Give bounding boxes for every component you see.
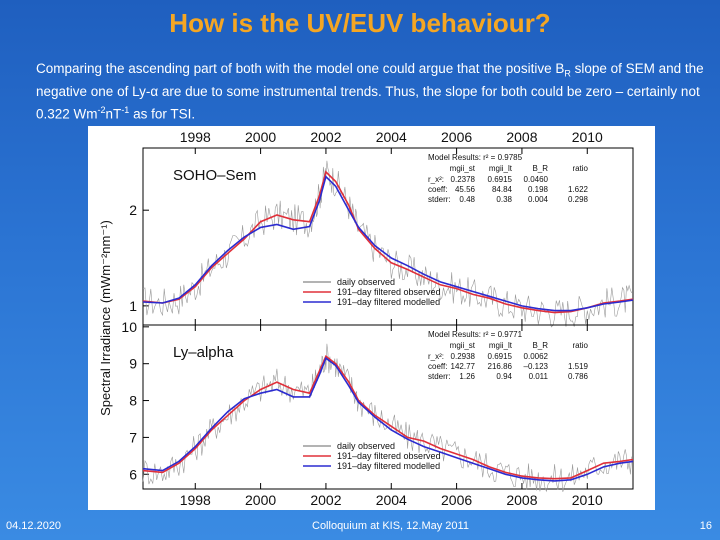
legend-label-1-0: daily observed (337, 441, 395, 451)
intro-part-1: Comparing the ascending part of both wit… (36, 61, 565, 76)
intro-text: Comparing the ascending part of both wit… (36, 60, 716, 123)
model-val-1-2-0: 1.26 (459, 372, 475, 381)
model-val-1-2-3: 0.786 (568, 372, 589, 381)
x-tick-label-bottom-3: 2004 (376, 492, 407, 508)
model-row-label-1-2: stderr: (428, 372, 451, 381)
intro-sub-r: R (564, 68, 571, 79)
model-col-0-3: ratio (572, 164, 588, 173)
x-tick-label-bottom-6: 2010 (572, 492, 603, 508)
irradiance-chart-svg: Spectral Irradiance (mWm⁻²nm⁻¹) 1998 2000… (98, 129, 634, 508)
model-row-label-1-0: r_x²: (428, 352, 444, 361)
x-tick-label-bottom-4: 2006 (441, 492, 472, 508)
model-col-0-1: mgii_lt (489, 164, 513, 173)
model-val-1-1-3: 1.519 (568, 362, 589, 371)
y-tick-label-1-4: 10 (121, 319, 137, 335)
footer-page-number: 16 (699, 520, 712, 532)
model-col-0-0: mgii_st (450, 164, 476, 173)
model-val-0-2-2: 0.004 (528, 195, 549, 204)
slide-title: How is the UV/EUV behaviour? (169, 8, 551, 38)
x-tick-label-top-4: 2006 (441, 129, 472, 145)
x-tick-label-top-2: 2002 (310, 129, 341, 145)
x-tick-label-top-3: 2004 (376, 129, 407, 145)
model-row-label-0-0: r_x²: (428, 175, 444, 184)
footer-event: Colloquium at KIS, 12.May 2011 (312, 520, 469, 532)
footer-date: 04.12.2020 (6, 520, 62, 532)
intro-sup-2: -1 (121, 104, 130, 115)
panel-label-1: Ly–alpha (173, 344, 234, 361)
y-tick-label-1-0: 6 (129, 466, 137, 482)
y-tick-label-1-3: 9 (129, 356, 137, 372)
y-tick-label-0-0: 1 (129, 298, 137, 314)
model-col-0-2: B_R (532, 164, 548, 173)
irradiance-figure: Spectral Irradiance (mWm⁻²nm⁻¹) 1998 2000… (88, 126, 655, 510)
series-filtered-observed-0 (142, 170, 634, 314)
model-col-1-0: mgii_st (450, 341, 476, 350)
model-val-1-1-0: 142.77 (451, 362, 476, 371)
model-val-0-0-2: 0.0460 (524, 175, 549, 184)
model-results-heading-1: Model Results: r² = 0.9771 (428, 330, 523, 339)
y-tick-label-0-1: 2 (129, 202, 137, 218)
model-val-0-1-2: 0.198 (528, 185, 549, 194)
x-tick-label-bottom-2: 2002 (310, 492, 341, 508)
panel-frame-1 (142, 324, 634, 490)
intro-sup-1: -2 (97, 104, 106, 115)
model-val-1-1-2: –0.123 (524, 362, 549, 371)
model-val-1-2-1: 0.94 (496, 372, 512, 381)
model-val-1-2-2: 0.011 (529, 372, 549, 381)
model-val-1-0-0: 0.2938 (451, 352, 476, 361)
y-axis-label: Spectral Irradiance (mWm⁻²nm⁻¹) (98, 220, 113, 416)
legend-label-1-2: 191–day filtered modelled (337, 461, 440, 471)
model-row-label-0-1: coeff: (428, 185, 447, 194)
series-filtered-modelled-0 (142, 175, 634, 312)
legend-label-0-0: daily observed (337, 277, 395, 287)
model-val-0-1-3: 1.622 (568, 185, 589, 194)
model-val-1-0-1: 0.6915 (488, 352, 513, 361)
model-val-0-0-0: 0.2378 (451, 175, 476, 184)
model-val-0-2-3: 0.298 (568, 195, 589, 204)
model-col-1-1: mgii_lt (489, 341, 513, 350)
legend-label-0-2: 191–day filtered modelled (337, 297, 440, 307)
intro-part-2: slope of SEM and the negative one of Ly- (36, 61, 704, 99)
model-val-0-2-1: 0.38 (496, 195, 512, 204)
model-col-1-3: ratio (572, 341, 588, 350)
x-tick-label-top-6: 2010 (572, 129, 603, 145)
model-val-0-1-1: 84.84 (492, 185, 513, 194)
intro-part-4: nT (105, 106, 122, 122)
alpha-symbol: α (150, 83, 159, 99)
x-tick-label-top-1: 2000 (245, 129, 276, 145)
legend-label-1-1: 191–day filtered observed (337, 451, 441, 461)
y-tick-label-1-1: 7 (129, 429, 137, 445)
model-val-0-0-1: 0.6915 (488, 175, 513, 184)
model-val-1-1-1: 216.86 (488, 362, 513, 371)
x-tick-label-bottom-5: 2008 (506, 492, 537, 508)
x-tick-label-bottom-1: 2000 (245, 492, 276, 508)
model-val-0-2-0: 0.48 (459, 195, 475, 204)
legend-label-0-1: 191–day filtered observed (337, 287, 441, 297)
x-tick-label-bottom-0: 1998 (180, 492, 211, 508)
panel-label-0: SOHO–Sem (173, 167, 256, 184)
series-filtered-modelled-1 (142, 356, 634, 482)
model-row-label-0-2: stderr: (428, 195, 451, 204)
model-col-1-2: B_R (532, 341, 548, 350)
series-filtered-observed-1 (142, 355, 634, 480)
model-val-0-1-0: 45.56 (455, 185, 476, 194)
intro-part-5: as for TSI. (129, 106, 196, 122)
y-tick-label-1-2: 8 (129, 393, 137, 409)
x-tick-label-top-5: 2008 (506, 129, 537, 145)
model-results-heading-0: Model Results: r² = 0.9785 (428, 153, 523, 162)
intro-part-3: are due to some instrumental trends. Thu… (36, 83, 700, 122)
x-tick-label-top-0: 1998 (180, 129, 211, 145)
model-row-label-1-1: coeff: (428, 362, 447, 371)
model-val-1-0-2: 0.0062 (524, 352, 549, 361)
